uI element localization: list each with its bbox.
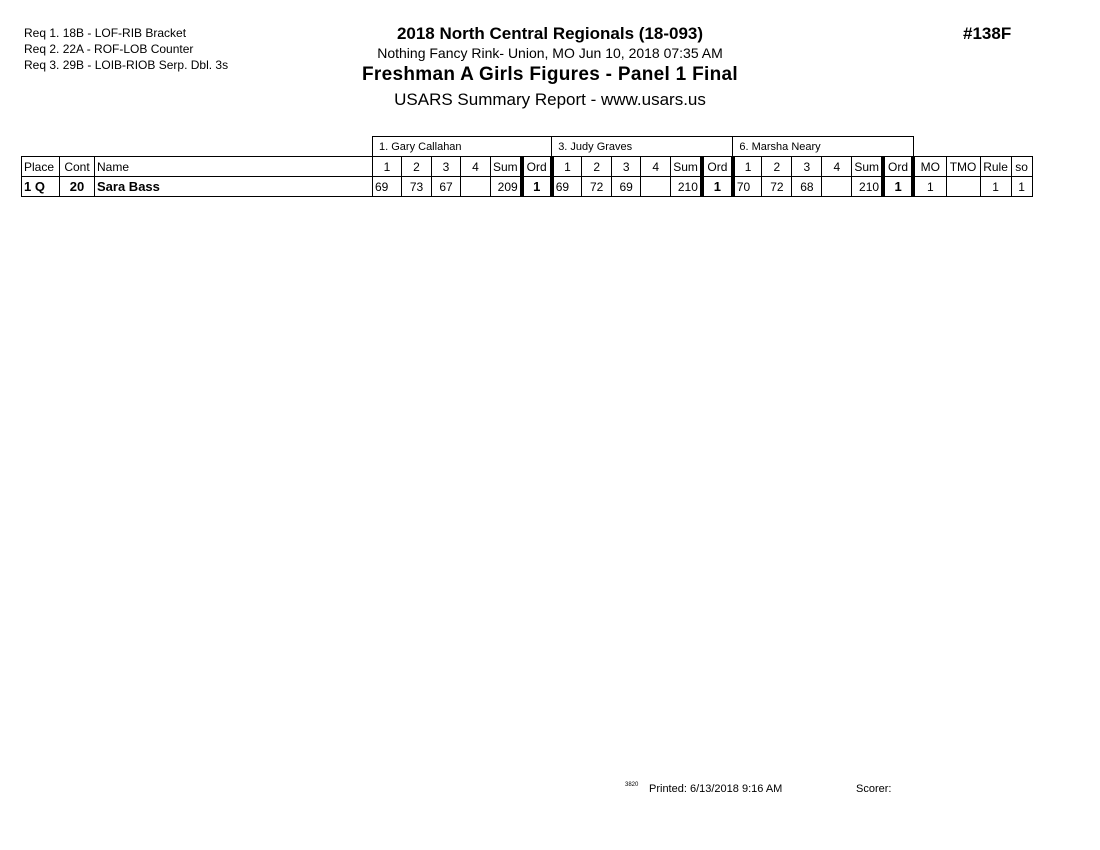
- requirement-1: Req 1. 18B - LOF-RIB Bracket: [24, 26, 187, 40]
- skater-name: Sara Bass: [94, 176, 373, 197]
- report-name: USARS Summary Report - www.usars.us: [394, 90, 706, 109]
- venue-date: Nothing Fancy Rink- Union, MO Jun 10, 20…: [377, 45, 723, 61]
- col-place: Place: [21, 156, 60, 177]
- col-mo: MO: [911, 156, 947, 177]
- col-tmo: TMO: [945, 156, 981, 177]
- event-number: #138F: [963, 24, 1012, 43]
- col-so: so: [1010, 156, 1033, 177]
- col-cont: Cont: [59, 156, 95, 177]
- col-judge-2-ord: Ord: [699, 156, 734, 177]
- col-judge-3-4: 4: [821, 156, 853, 177]
- judge-2-score-2: 72: [581, 176, 613, 197]
- col-judge-2-4: 4: [640, 156, 672, 177]
- requirement-2: Req 2. 22A - ROF-LOB Counter: [24, 42, 194, 56]
- col-judge-1-4: 4: [460, 156, 491, 177]
- judge-header-row: 1. Gary Callahan 3. Judy Graves 6. Marsh…: [22, 136, 1033, 157]
- judge-1-score-ord: 1: [519, 176, 553, 197]
- report-code: 3820: [625, 782, 639, 788]
- contestant-number: 20: [59, 176, 95, 197]
- judge-2-name: 3. Judy Graves: [551, 136, 734, 157]
- judge-2-score-3: 69: [611, 176, 642, 197]
- col-judge-1-2: 2: [401, 156, 432, 177]
- judge-2-score-sum: 210: [670, 176, 703, 197]
- judge-3-name: 6. Marsha Neary: [732, 136, 914, 157]
- rule: 1: [979, 176, 1012, 197]
- results-table: 1. Gary Callahan 3. Judy Graves 6. Marsh…: [21, 136, 1033, 197]
- col-judge-1-1: 1: [372, 156, 402, 177]
- col-judge-3-2: 2: [761, 156, 793, 177]
- col-judge-3-3: 3: [791, 156, 823, 177]
- requirement-3: Req 3. 29B - LOIB-RIOB Serp. Dbl. 3s: [24, 58, 229, 72]
- blank: [913, 137, 1032, 157]
- judge-3-score-1: 70: [730, 176, 763, 197]
- competition-title: 2018 North Central Regionals (18-093): [396, 24, 704, 43]
- col-judge-1-ord: Ord: [519, 156, 553, 177]
- place: 1 Q: [21, 176, 60, 197]
- judge-3-score-2: 72: [761, 176, 793, 197]
- judge-1-score-3: 67: [431, 176, 461, 197]
- col-judge-2-3: 3: [611, 156, 642, 177]
- printed-date: Printed: 6/13/2018 9:16 AM: [649, 783, 783, 795]
- col-judge-2-2: 2: [581, 156, 613, 177]
- blank: [22, 137, 373, 157]
- judge-3-score-3: 68: [791, 176, 823, 197]
- judge-3-score-sum: 210: [851, 176, 884, 197]
- majority-ordinal: 1: [911, 176, 947, 197]
- judge-3-score-4: [821, 176, 853, 197]
- judge-1-score-2: 73: [401, 176, 432, 197]
- col-judge-1-sum: Sum: [489, 156, 523, 177]
- judge-1-score-sum: 209: [489, 176, 523, 197]
- col-rule: Rule: [979, 156, 1012, 177]
- col-judge-3-1: 1: [730, 156, 763, 177]
- scorer-label: Scorer:: [856, 783, 892, 795]
- col-judge-2-sum: Sum: [670, 156, 703, 177]
- judge-2-score-ord: 1: [699, 176, 734, 197]
- judge-1-score-4: [460, 176, 491, 197]
- judge-1-score-1: 69: [372, 176, 402, 197]
- event-title: Freshman A Girls Figures - Panel 1 Final: [362, 64, 738, 85]
- judge-2-score-1: 69: [549, 176, 583, 197]
- col-judge-1-3: 3: [431, 156, 461, 177]
- judge-1-name: 1. Gary Callahan: [371, 136, 553, 157]
- col-name: Name: [94, 156, 373, 177]
- col-judge-2-1: 1: [549, 156, 583, 177]
- judge-3-score-ord: 1: [881, 176, 914, 197]
- table-row: 1 Q 20 Sara Bass 69 73 67 209 1 69 72 69 210 1 70 72 68…: [21, 176, 1033, 197]
- col-judge-3-ord: Ord: [881, 156, 914, 177]
- column-header-row: Place Cont Name 1 2 3 4 Sum Ord 1 2 3 4 Sum Ord 1 2 3 4…: [21, 156, 1033, 177]
- judge-2-score-4: [640, 176, 672, 197]
- total-majority-ordinal: [945, 176, 981, 197]
- so: 1: [1010, 176, 1033, 197]
- col-judge-3-sum: Sum: [851, 156, 884, 177]
